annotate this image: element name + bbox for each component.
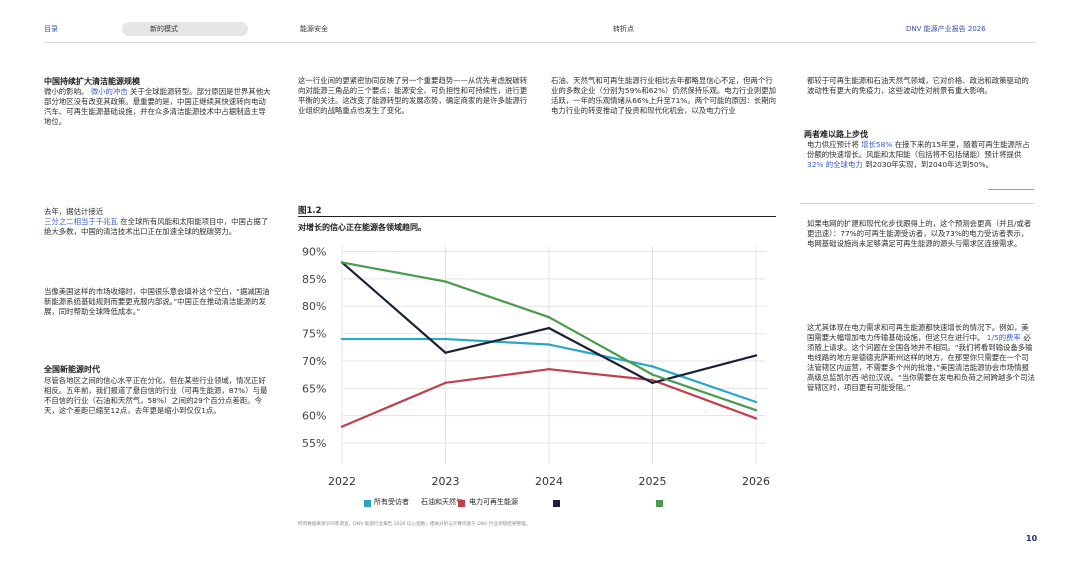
left-p2-link[interactable]: 三分之二相当于千兆瓦 <box>44 217 118 226</box>
nav-energy-security[interactable]: 能源安全 <box>300 25 328 33</box>
figure-title: 对增长的信心正在能源各领域趋同。 <box>298 223 426 232</box>
y-tick-label: 55% <box>302 437 326 450</box>
left-paragraph-4: 尽管各地区之间的信心水平正在分化，但在某些行业领域，情况正好相反。五年前，我们报… <box>44 376 268 415</box>
y-tick-label: 70% <box>302 355 326 368</box>
series-1-point <box>754 417 758 420</box>
legend-swatch-power <box>553 500 560 507</box>
y-tick-label: 60% <box>302 410 326 423</box>
series-2-point <box>651 381 654 385</box>
figure-source: 所有数据来源于问卷调查，DNV 能源行业报告 2026 信心指数，相关分析与计算… <box>298 522 531 527</box>
y-tick-label: 65% <box>302 382 326 395</box>
right-p4-link[interactable]: 1/5的费率 <box>986 333 1021 342</box>
right-paragraph-1: 都较于可再生能源和石油天然气领域，它对价格、政治和政策驱动的波动性有更大的免疫力… <box>807 76 1029 95</box>
right-paragraph-2: 电力供应预计将 增长58% 在接下来的15年里，随着可再生能源所占份额的快速增长… <box>807 140 1035 170</box>
chart-series <box>340 261 758 428</box>
left-heading-1: 中国持续扩大清洁能源规模 <box>44 77 140 86</box>
figure-rule <box>298 216 776 217</box>
left-p1-b: 关于全球能源转型。部分原因是世界其他大部分地区没有改变其政策。悬重要的是，中国正… <box>44 87 271 126</box>
legend-label-renewables: 可再生能源 <box>483 498 518 506</box>
x-tick-label: 2022 <box>328 475 356 488</box>
series-1-point <box>651 378 654 382</box>
right-p2-link-1[interactable]: 增长58% <box>861 140 893 149</box>
left-heading-2: 全国新能源时代 <box>44 365 100 374</box>
series-1-point <box>340 425 344 428</box>
series-0-point <box>651 365 654 368</box>
chart-gridlines <box>341 246 766 464</box>
left-p2-b: 在全球所有风能和太阳能项目中，中国占据了绝大多数，中国的清洁技术出口正在加速全球… <box>44 217 269 236</box>
left-paragraph-3: 当像美国这样的市场收缩时，中国很乐意会填补这个空白，“据减国油新能源系统基础规则… <box>44 287 270 316</box>
series-0-point <box>754 400 758 404</box>
series-2-point <box>547 326 551 330</box>
x-tick-label: 2025 <box>639 475 667 488</box>
series-3-point <box>547 315 551 319</box>
y-tick-label: 75% <box>302 328 326 341</box>
left-p1-a: 微小的影响。 <box>44 87 89 96</box>
legend-swatch-oil-gas <box>458 500 465 507</box>
right-paragraph-4: 这尤其体现在电力需求和可再生能源都快速增长的情况下。例如，美国需要大幅增加电力传… <box>807 323 1035 393</box>
series-2-point <box>444 351 447 354</box>
nav-contents[interactable]: 目录 <box>44 25 58 33</box>
legend-swatch-renewables <box>656 500 663 507</box>
series-3-point <box>444 280 447 283</box>
nav-tab-new-model-label: 新的模式 <box>150 25 178 33</box>
right-paragraph-3: 如果电网的扩建和现代化步伐跟得上的，这个预测会更高（并且/或者更迅速）：77%的… <box>807 219 1032 248</box>
col3-paragraph-1: 石油、天然气和可再生能源行业相比去年都略显信心不足，但两个行业的多数企业（分别为… <box>551 76 777 115</box>
page-number: 10 <box>1026 534 1038 543</box>
figure-label: 图1.2 <box>298 206 322 216</box>
nav-report-title[interactable]: DNV 能源产业报告 2026 <box>906 25 986 33</box>
legend-label-power: 电力 <box>469 498 483 506</box>
y-tick-label: 90% <box>302 245 326 258</box>
right-p2-c: 到2030年实现，到2040年达到50%。 <box>865 160 994 169</box>
series-1-point <box>444 381 447 385</box>
left-p2-a: 去年，据估计接近 <box>44 207 104 216</box>
series-1-point <box>547 367 551 371</box>
y-tick-label: 85% <box>302 273 326 286</box>
series-0-point <box>547 343 551 346</box>
right-divider <box>800 203 1034 204</box>
right-p2-b: 在接下来的15年里，随着可再生能源所占份额的快速增长。风能和太阳能（包括将不包括… <box>807 140 1030 159</box>
series-0-point <box>340 337 344 341</box>
chart-x-ticks: 2022 2023 2024 2025 2026 <box>328 475 770 488</box>
nav-tab-new-model[interactable]: 新的模式 <box>122 22 248 36</box>
right-p2-a: 电力供应预计将 <box>807 140 859 149</box>
x-tick-label: 2024 <box>535 475 563 488</box>
series-0-point <box>444 337 447 341</box>
right-p4-b: 必须随上请求。这个问题在全国各地并不相同。“我们将看到输设备多输电线路的地方是德… <box>807 333 1035 392</box>
legend-label-oil-gas: 石油和天然气 <box>421 498 463 506</box>
series-2-point <box>754 354 758 357</box>
series-3-point <box>340 261 344 264</box>
right-short-divider <box>988 189 1034 190</box>
right-heading-1: 两者难以路上步伐 <box>804 130 868 139</box>
right-p4-a: 这尤其体现在电力需求和可再生能源都快速增长的情况下。例如，美国需要大幅增加电力传… <box>807 323 1029 342</box>
series-3-point <box>651 373 654 376</box>
x-tick-label: 2023 <box>432 475 460 488</box>
left-paragraph-2: 去年，据估计接近 三分之二相当于千兆瓦 在全球所有风能和太阳能项目中，中国占据了绝… <box>44 207 272 237</box>
right-p2-link-2[interactable]: 32% 的全球电力 <box>807 160 863 169</box>
top-divider <box>44 42 1036 43</box>
chart-y-ticks: 90% 85% 80% 75% 70% 65% 60% 55% <box>302 245 326 450</box>
legend-label-all: 所有受访者 <box>374 498 409 506</box>
series-3-point <box>754 409 758 412</box>
x-tick-label: 2026 <box>742 475 770 488</box>
y-tick-label: 80% <box>302 300 326 313</box>
line-chart: 90%85%80%75%70%65%60%55% 2022 2023 2024 202… <box>302 245 770 488</box>
nav-turning-point[interactable]: 转折点 <box>613 25 634 33</box>
left-paragraph-1: 微小的影响。 微小的冲击 关于全球能源转型。部分原因是世界其他大部分地区没有改变… <box>44 87 272 127</box>
left-p1-link[interactable]: 微小的冲击 <box>90 87 128 96</box>
middle-paragraph-1: 这一行业间的更紧密协同反映了另一个重要趋势——从优先考虑脱碳转向对能源三角品的三… <box>298 76 528 115</box>
legend-swatch-all <box>364 500 371 507</box>
